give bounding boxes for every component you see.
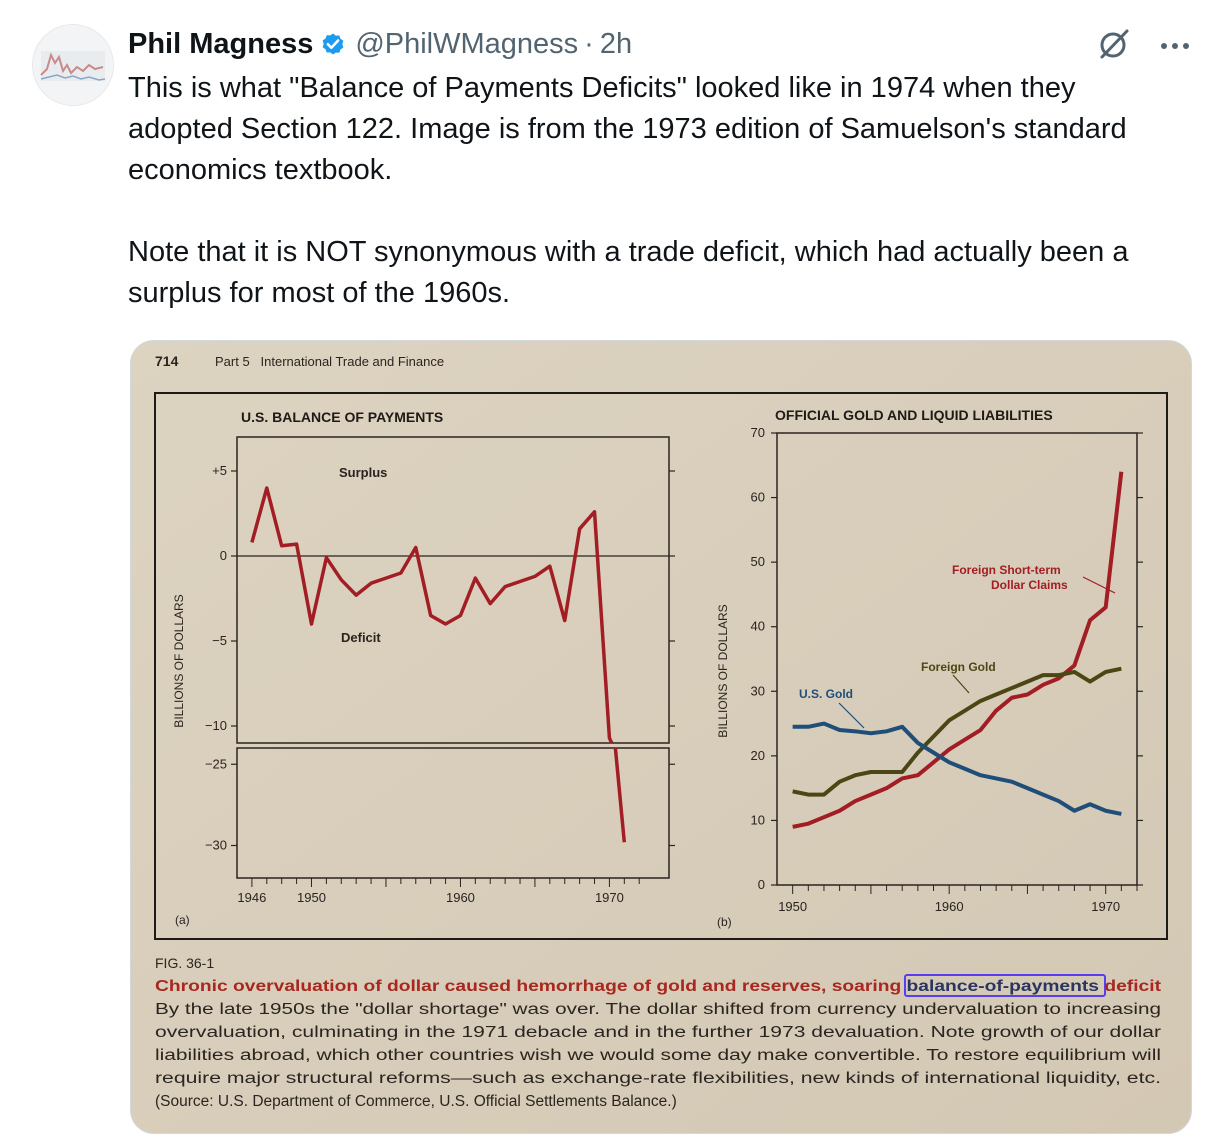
tweet-actions-top [1096,26,1190,67]
chart-a-xtick-label: 1960 [446,890,475,905]
label-foreign-gold: Foreign Gold [921,660,996,674]
annotation-surplus: Surplus [339,465,387,480]
chart-b-ytick-label: 40 [751,619,765,634]
series-balance-lower [613,747,627,843]
chart-b-ytick-label: 50 [751,554,765,569]
chart-b-ytick-label: 30 [751,683,765,698]
panel-label-b: (b) [717,915,732,929]
label-us-gold-leader [838,702,865,729]
chart-a-xtick-label: 1950 [297,890,326,905]
page-number: 714 [155,353,179,369]
chart-a-ytick-label: −5 [212,633,227,648]
chart-b-title: OFFICIAL GOLD AND LIQUID LIABILITIES [775,407,1053,423]
verified-badge-icon [319,30,347,58]
caption-line-4: require major structural reforms—such as… [155,1070,1161,1087]
chart-b-xtick-label: 1950 [778,899,807,914]
series-us-gold [792,721,1122,816]
caption-line-1: By the late 1950s the "dollar shortage" … [155,1001,1161,1018]
series-foreign-gold [792,666,1122,797]
chart-b-ytick-label: 10 [751,812,765,827]
chart-b-xtick-label: 1970 [1091,899,1120,914]
chart-b-ytick-label: 60 [751,490,765,505]
caption-title-start: Chronic overvaluation of dollar caused h… [155,978,907,995]
chart-a-ytick-label: −30 [205,838,227,853]
label-foreign-short-term-leader [1082,576,1116,594]
label-foreign-gold-leader [952,674,970,694]
chart-a-xtick-label: 1946 [237,890,266,905]
series-balance-upper [250,486,614,744]
chart-a-lower-frame [236,747,670,879]
chart-a-ytick-label: 0 [220,548,227,563]
text-highlight-box [904,974,1106,997]
page-background [131,341,1191,1133]
running-head: Part 5 International Trade and Finance [215,354,444,369]
label-foreign-short-term-line1: Foreign Short-term [952,563,1061,577]
grok-icon[interactable] [1096,26,1132,67]
chart-a-ylabel: BILLIONS OF DOLLARS [172,594,186,727]
author-name[interactable]: Phil Magness [128,27,314,60]
panel-label-a: (a) [175,913,190,927]
chart-a-title: U.S. BALANCE OF PAYMENTS [241,409,443,425]
caption-title: Chronic overvaluation of dollar caused h… [155,978,1162,995]
author-handle[interactable]: @PhilWMagness [355,27,579,60]
caption-line-3: liabilities abroad, which other countrie… [155,1047,1161,1064]
figure-frame [154,392,1168,940]
chart-b-ytick-label: 0 [758,877,765,892]
chart-b-ylabel: BILLIONS OF DOLLARS [716,604,730,737]
separator: · [584,27,594,60]
chart-b-frame [776,432,1138,886]
chart-a-upper-frame [236,436,670,744]
chart-b-ytick-label: 20 [751,748,765,763]
timestamp[interactable]: 2h [599,27,633,60]
more-icon[interactable] [1160,38,1190,56]
tweet-header: Phil Magness @PhilWMagness · 2h [128,24,632,64]
chart-b-ytick-label: 70 [751,425,765,440]
tweet-image[interactable]: 714 Part 5 International Trade and Finan… [130,340,1192,1134]
chart-balance-of-payments: U.S. BALANCE OF PAYMENTS BILLIONS OF DOL… [172,409,675,927]
chart-a-ytick-label: −10 [205,718,227,733]
annotation-deficit: Deficit [341,630,381,645]
tweet-paragraph-2: Note that it is NOT synonymous with a tr… [128,236,1129,309]
chart-gold-liabilities: OFFICIAL GOLD AND LIQUID LIABILITIES BIL… [716,407,1143,929]
caption-line-5: (Source: U.S. Department of Commerce, U.… [155,1093,677,1110]
avatar[interactable] [32,24,114,106]
chart-a-ytick-label: −25 [205,756,227,771]
label-us-gold: U.S. Gold [799,687,853,701]
chart-b-xtick-label: 1960 [935,899,964,914]
label-foreign-short-term-line2: Dollar Claims [991,578,1068,592]
figure-label: FIG. 36-1 [155,955,214,971]
tweet-paragraph-1: This is what "Balance of Payments Defici… [128,72,1127,186]
caption-title-highlight: balance-of-payments [907,978,1100,995]
caption-title-end: deficit [1099,978,1162,995]
caption-line-2: overvaluation, culminating in the 1971 d… [155,1024,1161,1041]
chart-a-xtick-label: 1970 [595,890,624,905]
chart-a-ytick-label: +5 [212,463,227,478]
tweet-text: This is what "Balance of Payments Defici… [128,68,1188,314]
